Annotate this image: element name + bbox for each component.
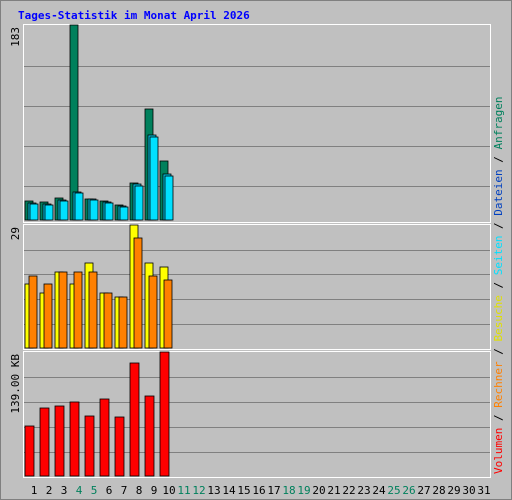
day-label-15: 15	[237, 484, 250, 497]
day-label-29: 29	[447, 484, 460, 497]
chart-title: Tages-Statistik im Monat April 2026	[18, 9, 250, 22]
bar-volumen-day-9	[144, 395, 155, 477]
day-label-6: 6	[106, 484, 113, 497]
day-label-12: 12	[192, 484, 205, 497]
legend-rechner: Rechner	[492, 361, 505, 414]
bar-volumen-day-6	[99, 398, 110, 477]
day-label-9: 9	[151, 484, 158, 497]
day-label-21: 21	[327, 484, 340, 497]
day-label-5: 5	[91, 484, 98, 497]
day-label-22: 22	[342, 484, 355, 497]
legend-separator-9: /	[492, 156, 505, 169]
bar-volumen-day-5	[84, 415, 95, 477]
bar-anfragen-day-4	[69, 24, 79, 221]
day-label-26: 26	[402, 484, 415, 497]
day-label-3: 3	[61, 484, 68, 497]
legend-separator-5: /	[492, 282, 505, 295]
bar-seiten-day-6	[104, 202, 114, 221]
day-label-28: 28	[432, 484, 445, 497]
legend-anfragen: Anfragen	[492, 96, 505, 156]
day-label-30: 30	[462, 484, 475, 497]
legend: Volumen / Rechner / Besuche / Seiten / D…	[492, 96, 505, 474]
day-labels: 1 2 3 4 5 6 7 8 9 10 11 12 13 14 15 16 17 18 19 20 21 22 23 24 2…	[31, 484, 491, 497]
legend-separator-3: /	[492, 348, 505, 361]
day-label-4: 4	[76, 484, 83, 497]
bar-volumen-day-3	[54, 405, 65, 477]
day-label-23: 23	[357, 484, 370, 497]
bar-seiten-day-3	[59, 200, 69, 221]
day-label-2: 2	[46, 484, 53, 497]
ylabel-top: 183	[9, 27, 22, 47]
day-label-7: 7	[121, 484, 128, 497]
panel-top-frame	[23, 24, 491, 223]
day-label-18: 18	[282, 484, 295, 497]
bar-seiten-day-7	[119, 206, 129, 221]
bar-seiten-day-4	[74, 192, 84, 221]
bar-volumen-day-4	[69, 401, 80, 477]
day-label-16: 16	[252, 484, 265, 497]
legend-volumen: Volumen	[492, 428, 505, 474]
bar-volumen-day-1	[24, 425, 35, 477]
day-label-1: 1	[31, 484, 38, 497]
legend-besuche: Besuche	[492, 295, 505, 348]
day-label-27: 27	[417, 484, 430, 497]
bar-rechner-day-5	[88, 271, 98, 349]
bar-seiten-day-10	[164, 175, 174, 221]
bar-rechner-day-6	[103, 292, 113, 349]
day-label-17: 17	[267, 484, 280, 497]
day-label-13: 13	[207, 484, 220, 497]
day-label-11: 11	[177, 484, 190, 497]
bar-seiten-day-2	[44, 204, 54, 221]
bar-volumen-day-2	[39, 407, 50, 477]
legend-seiten: Seiten	[492, 236, 505, 282]
day-label-8: 8	[136, 484, 143, 497]
day-label-19: 19	[297, 484, 310, 497]
gridlines	[24, 66, 490, 453]
bars-layer	[24, 24, 174, 477]
ylabel-bottom: 139.00 KB	[9, 354, 22, 414]
bar-rechner-day-10	[163, 279, 173, 349]
bar-seiten-day-9	[149, 136, 159, 221]
bar-rechner-day-7	[118, 296, 128, 349]
bar-volumen-day-10	[159, 351, 170, 477]
bar-volumen-day-8	[129, 362, 140, 477]
day-label-25: 25	[387, 484, 400, 497]
day-label-24: 24	[372, 484, 386, 497]
bar-rechner-day-3	[58, 271, 68, 349]
day-label-10: 10	[162, 484, 175, 497]
day-label-14: 14	[222, 484, 236, 497]
day-label-20: 20	[312, 484, 325, 497]
legend-dateien: Dateien	[492, 169, 505, 222]
ylabel-middle: 29	[9, 227, 22, 240]
legend-separator-1: /	[492, 414, 505, 427]
bar-rechner-day-2	[43, 283, 53, 349]
bar-seiten-day-8	[134, 185, 144, 221]
bar-seiten-day-5	[89, 199, 99, 221]
bar-rechner-day-9	[148, 275, 158, 349]
legend-separator-7: /	[492, 222, 505, 235]
bar-rechner-day-4	[73, 271, 83, 349]
bar-seiten-day-1	[29, 203, 39, 221]
bar-volumen-day-7	[114, 416, 125, 477]
bar-rechner-day-1	[28, 275, 38, 349]
bar-rechner-day-8	[133, 237, 143, 349]
day-label-31: 31	[477, 484, 490, 497]
